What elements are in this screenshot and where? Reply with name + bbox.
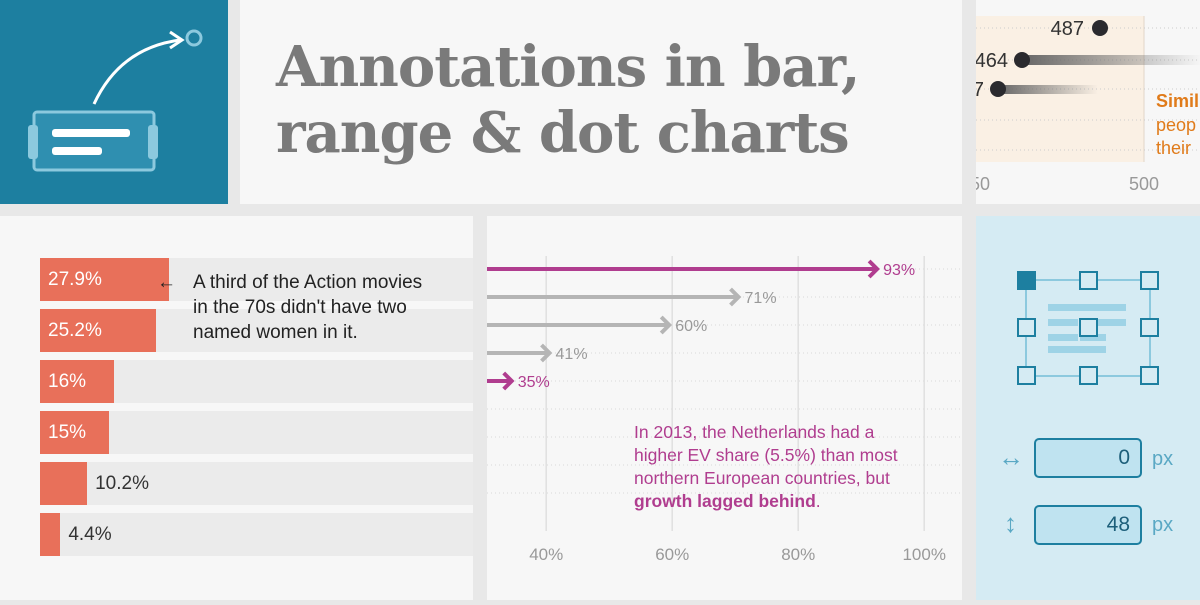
- x-tick: 50: [976, 174, 990, 194]
- annotation-arrow-icon: [28, 29, 203, 172]
- range-label: 71%: [745, 290, 777, 307]
- dot-1: [1092, 20, 1108, 36]
- range-annotation-end: .: [815, 491, 821, 511]
- bar-row: 10.2%: [40, 462, 473, 505]
- bar-label: 16%: [48, 371, 87, 392]
- y-offset-input[interactable]: 48: [1034, 505, 1142, 545]
- dot-annotation: peop: [1156, 115, 1196, 135]
- arrow-head-icon: [867, 259, 880, 279]
- x-unit-label: px: [1152, 448, 1174, 470]
- bar-row: 16%: [40, 360, 473, 403]
- title-line-2: range & dot charts: [276, 100, 850, 166]
- bar: [40, 513, 61, 556]
- x-tick: 40%: [529, 545, 563, 564]
- dot-chart: 487 464 7 Simil peop their 50 500: [976, 0, 1200, 204]
- title-panel: Annotations in bar, range & dot charts: [240, 0, 962, 204]
- x-tick: 100%: [902, 545, 945, 564]
- dot-2: [1014, 52, 1030, 68]
- arrow-head-icon: [729, 287, 742, 307]
- bar: [40, 360, 114, 403]
- horizontal-arrows-icon: ↔: [998, 442, 1024, 472]
- vertical-arrows-icon: ↕: [1004, 508, 1017, 538]
- x-tick: 60%: [655, 545, 689, 564]
- bar-chart: 27.9% 25.2% 16% 15% 10.2% 4.4% ← A third of th…: [0, 216, 473, 600]
- arrow-head-icon: [659, 315, 673, 335]
- title-line-1: Annotations in bar,: [276, 34, 860, 100]
- x-tick: 500: [1129, 174, 1159, 194]
- dot-label: 487: [1051, 18, 1084, 40]
- bar-row: 27.9%: [40, 258, 473, 301]
- range-label: 41%: [556, 346, 588, 363]
- range-annotation-bold: growth lagged behind: [634, 491, 816, 511]
- bar-row: 4.4%: [40, 513, 473, 556]
- text-box-handles-icon: [1017, 271, 1159, 385]
- arrow-left-icon: ←: [157, 272, 176, 293]
- dot-label: 7: [976, 79, 984, 101]
- bar-label: 4.4%: [68, 524, 112, 545]
- range-label: 35%: [518, 374, 550, 391]
- bar-label: 15%: [48, 422, 87, 443]
- page-title: Annotations in bar, range & dot charts: [276, 34, 860, 166]
- bar-label: 27.9%: [48, 269, 102, 290]
- bar-label: 10.2%: [95, 473, 149, 494]
- annotation-tool-panel: ↔ 0 px ↕ 48 px: [976, 216, 1200, 600]
- dot-range-3: [998, 85, 1098, 94]
- bar: [40, 462, 88, 505]
- dot-3: [990, 81, 1006, 97]
- logo-panel: [0, 0, 228, 204]
- dot-range-2: [1022, 55, 1200, 65]
- x-offset-input[interactable]: 0: [1034, 438, 1142, 478]
- bar-row: 25.2%: [40, 309, 473, 352]
- dot-label: 464: [976, 50, 1008, 72]
- bar: [40, 411, 110, 454]
- dot-annotation: their: [1156, 138, 1191, 158]
- arrow-head-icon: [540, 343, 553, 363]
- range-chart: 40% 60% 80% 100% 93% 71% 60% 41% 35% In 2013, th…: [487, 216, 962, 600]
- x-tick: 80%: [781, 545, 815, 564]
- bar-annotation-text: A third of the Action movies in the 70s …: [193, 272, 423, 343]
- bar-row: 15%: [40, 411, 473, 454]
- range-label: 60%: [675, 318, 707, 335]
- bar: [40, 309, 157, 352]
- y-unit-label: px: [1152, 514, 1174, 536]
- dot-annotation: Simil: [1156, 91, 1199, 111]
- range-annotation-text: In 2013, the Netherlands had a higher EV…: [634, 422, 898, 488]
- bar-label: 25.2%: [48, 320, 102, 341]
- bar: [40, 258, 169, 301]
- range-annotation: In 2013, the Netherlands had a higher EV…: [634, 421, 924, 513]
- arrow-head-icon: [502, 371, 515, 391]
- range-label: 93%: [883, 262, 915, 279]
- bar-annotation: ← A third of the Action movies in the 70s…: [157, 270, 433, 345]
